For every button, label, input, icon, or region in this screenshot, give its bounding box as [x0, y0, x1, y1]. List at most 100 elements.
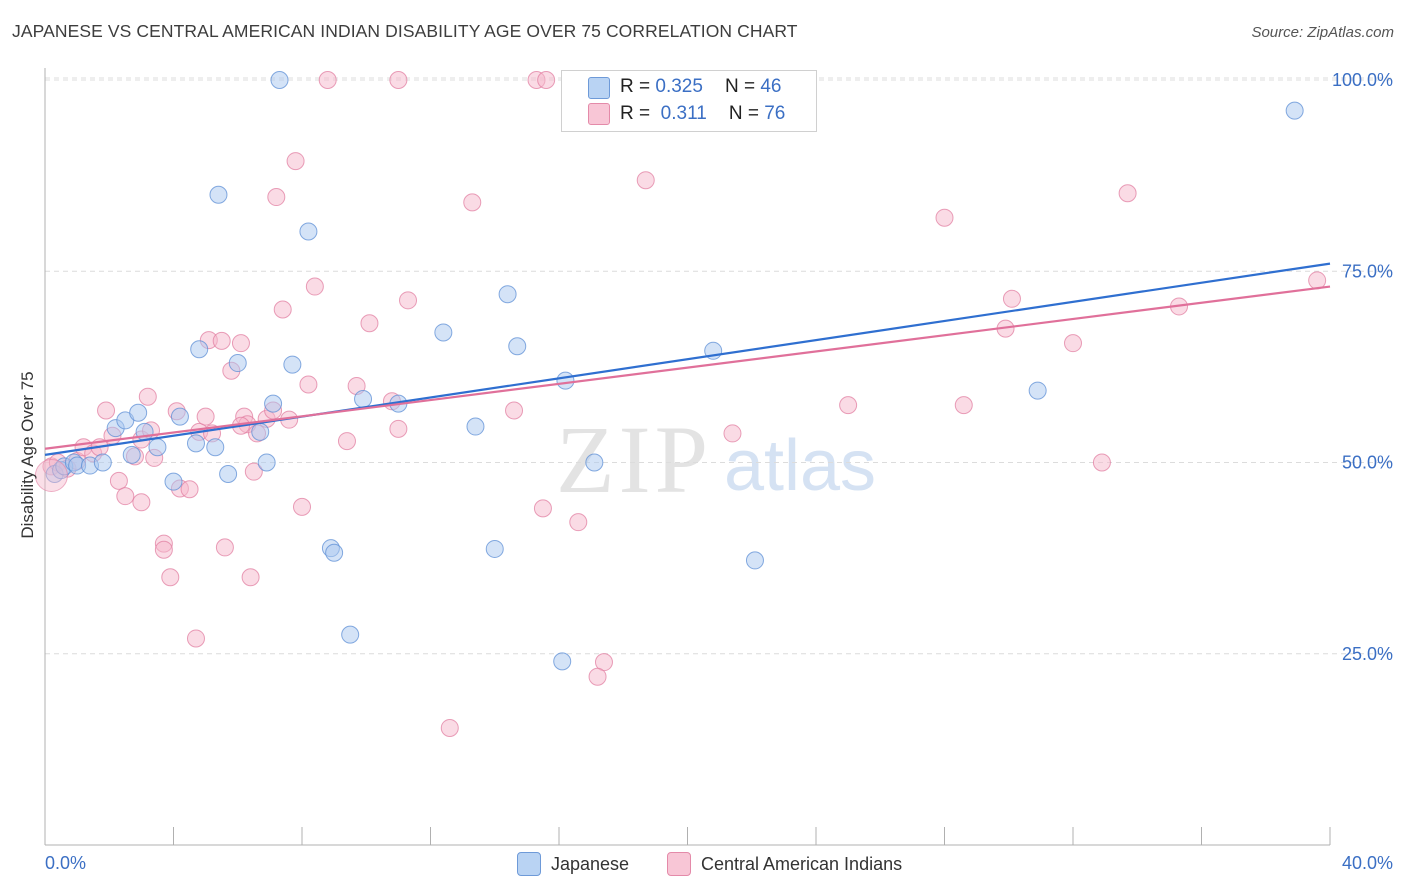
point-central-american-indians: [286, 152, 305, 171]
x-tick-label: 0.0%: [45, 853, 86, 873]
point-japanese: [354, 390, 373, 409]
legend-swatch-japanese: [588, 77, 610, 99]
trend-line-japanese: [44, 262, 1331, 456]
axes: [44, 68, 1331, 846]
point-central-american-indians: [138, 387, 157, 406]
point-japanese: [585, 453, 604, 472]
legend-label-cai: Central American Indians: [701, 853, 903, 874]
series-legend-cai: Central American Indians: [667, 850, 902, 878]
point-central-american-indians: [244, 462, 263, 481]
point-japanese: [553, 652, 572, 671]
point-central-american-indians: [537, 71, 556, 89]
legend-r-label: R =: [620, 76, 651, 97]
point-japanese: [228, 354, 247, 373]
point-japanese: [164, 472, 183, 491]
point-japanese: [209, 185, 228, 204]
point-central-american-indians: [954, 396, 973, 415]
point-japanese: [1285, 101, 1304, 120]
point-central-american-indians: [293, 497, 311, 516]
legend-swatch-cai: [667, 852, 691, 876]
point-central-american-indians: [212, 331, 231, 350]
legend-n-label: N =: [728, 103, 759, 124]
y-tick-label: 75.0%: [1342, 261, 1393, 281]
point-japanese: [122, 445, 141, 464]
legend-n-value: 46: [760, 76, 782, 97]
point-japanese: [129, 403, 148, 422]
point-central-american-indians: [305, 277, 324, 296]
point-central-american-indians: [267, 188, 286, 207]
point-japanese: [190, 340, 209, 359]
point-central-american-indians: [116, 487, 135, 506]
point-japanese: [186, 434, 205, 453]
y-axis-label: Disability Age Over 75: [18, 371, 37, 539]
y-tick-label: 50.0%: [1342, 453, 1393, 473]
point-central-american-indians: [588, 667, 607, 686]
x-tick-label: 40.0%: [1342, 853, 1393, 873]
point-japanese: [434, 323, 453, 342]
point-japanese: [745, 551, 764, 570]
point-central-american-indians: [569, 513, 588, 532]
chart-source: Source: ZipAtlas.com: [1251, 24, 1394, 41]
watermark-zip: ZIP: [556, 406, 712, 513]
legend-r-value: 0.311: [660, 103, 707, 124]
point-central-american-indians: [839, 396, 858, 415]
point-japanese: [325, 543, 344, 562]
point-central-american-indians: [1064, 334, 1082, 353]
point-japanese: [485, 539, 504, 558]
point-japanese: [341, 625, 360, 644]
data-points: [34, 71, 1327, 737]
grid-lines: [45, 77, 1393, 655]
legend-n-value: 76: [764, 103, 786, 124]
chart-title: JAPANESE VS CENTRAL AMERICAN INDIAN DISA…: [12, 21, 798, 41]
point-central-american-indians: [1092, 453, 1111, 472]
legend-swatch-cai: [588, 103, 610, 125]
point-japanese: [270, 71, 289, 89]
trend-lines: [44, 262, 1331, 456]
legend-r-label: R =: [620, 103, 651, 124]
point-japanese: [299, 222, 318, 241]
legend-row-japanese: R = 0.325 N = 46: [620, 74, 781, 100]
point-japanese: [508, 337, 527, 356]
point-japanese: [498, 285, 517, 304]
stats-legend: R = 0.325 N = 46 R = 0.311 N = 76: [561, 70, 817, 132]
point-central-american-indians: [154, 540, 173, 559]
point-central-american-indians: [196, 407, 215, 426]
legend-label-japanese: Japanese: [551, 853, 630, 874]
point-central-american-indians: [180, 480, 199, 499]
point-central-american-indians: [399, 291, 418, 310]
point-central-american-indians: [935, 208, 954, 227]
point-central-american-indians: [360, 314, 379, 333]
point-japanese: [206, 438, 225, 457]
point-central-american-indians: [463, 193, 482, 212]
legend-r-value: 0.325: [655, 76, 703, 97]
point-central-american-indians: [318, 71, 337, 89]
point-central-american-indians: [440, 718, 459, 737]
trend-line-central-american-indians: [44, 285, 1331, 450]
legend-swatch-japanese: [517, 852, 541, 876]
point-central-american-indians: [389, 419, 408, 438]
point-japanese: [283, 355, 302, 374]
point-central-american-indians: [97, 401, 116, 420]
point-japanese: [219, 464, 238, 483]
point-central-american-indians: [533, 499, 552, 518]
point-japanese: [466, 417, 485, 436]
point-central-american-indians: [109, 471, 128, 490]
series-legend-japanese: Japanese: [517, 850, 629, 878]
y-tick-label: 100.0%: [1332, 70, 1393, 90]
point-japanese: [257, 453, 276, 472]
point-central-american-indians: [636, 171, 655, 190]
point-japanese: [1028, 381, 1047, 400]
point-japanese: [264, 394, 283, 413]
point-central-american-indians: [389, 71, 408, 89]
point-japanese: [148, 438, 167, 457]
legend-n-label: N =: [724, 76, 756, 97]
point-japanese: [251, 422, 270, 441]
point-central-american-indians: [34, 459, 68, 493]
point-central-american-indians: [505, 401, 524, 420]
point-central-american-indians: [337, 432, 356, 451]
point-central-american-indians: [273, 300, 292, 319]
point-central-american-indians: [215, 538, 234, 557]
point-central-american-indians: [132, 493, 151, 512]
y-tick-label: 25.0%: [1342, 644, 1393, 664]
